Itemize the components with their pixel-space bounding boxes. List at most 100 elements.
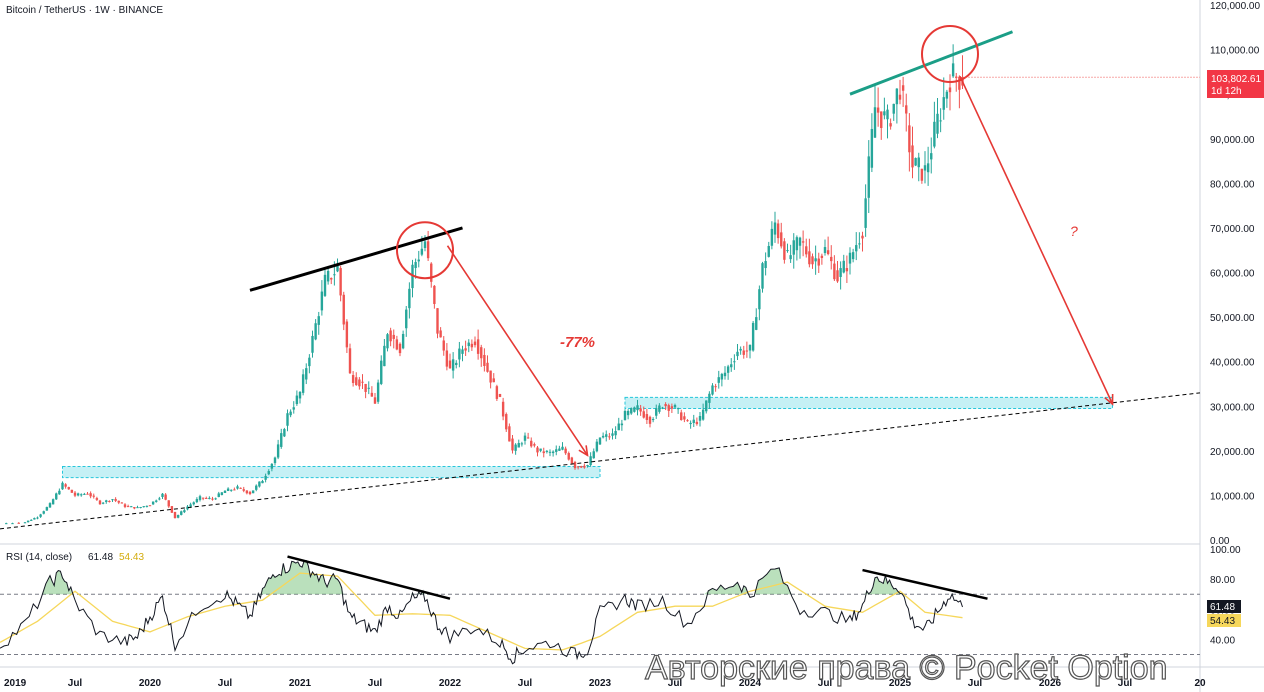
candle-body (64, 484, 67, 487)
candle-body (555, 449, 558, 452)
candle-body (180, 511, 183, 515)
candle-body (314, 323, 317, 340)
candle-body (923, 165, 927, 171)
candle-body (192, 502, 195, 505)
candle-body (414, 262, 417, 269)
candle-body (386, 334, 389, 349)
candle-body (17, 522, 20, 524)
candle-body (517, 443, 520, 448)
candle-body (139, 507, 142, 509)
rsi-line (0, 559, 963, 665)
rsi-header-ma-value: 54.43 (119, 552, 144, 563)
candle-body (198, 496, 202, 500)
price-badge-price: 103,802.61 (1211, 74, 1261, 85)
candle-body (558, 448, 561, 451)
candle-body (705, 400, 708, 412)
candle-body (395, 339, 399, 350)
candle-body (751, 322, 755, 351)
candle-body (239, 487, 242, 489)
candle-body (70, 489, 74, 493)
candle-body (311, 335, 314, 353)
candle-body (439, 330, 442, 338)
candle-body (589, 456, 592, 466)
candle-body (611, 433, 614, 436)
candle-body (61, 482, 64, 490)
candle-body (470, 343, 474, 348)
candle-body (905, 105, 908, 114)
candle-body (355, 377, 358, 386)
candle-body (45, 507, 49, 511)
candle-body (776, 223, 780, 239)
candle-body (358, 379, 361, 387)
candle-body (676, 408, 680, 410)
candle-body (223, 490, 227, 493)
candle-body (451, 359, 455, 371)
candle-body (320, 291, 324, 311)
candle-body (26, 520, 30, 523)
drop-percent-label: -77% (560, 334, 595, 351)
candle-body (867, 156, 870, 198)
candle-body (345, 321, 349, 348)
candle-body (211, 498, 214, 500)
candle-body (642, 411, 645, 418)
candle-body (683, 416, 686, 420)
price-tick-label: 30,000.00 (1210, 402, 1255, 413)
candle-body (686, 420, 689, 422)
candle-body (101, 502, 105, 504)
candle-body (42, 511, 45, 514)
candle-body (842, 260, 845, 273)
candle-body (51, 499, 55, 505)
candle-body (80, 494, 83, 496)
candle-body (786, 250, 789, 252)
candle-body (958, 76, 961, 90)
candle-body (870, 128, 874, 168)
price-tick-label: 70,000.00 (1210, 224, 1255, 235)
candle-body (426, 241, 430, 259)
candle-body (467, 342, 470, 347)
candle-body (433, 285, 436, 304)
candle-body (505, 414, 508, 430)
candle-body (942, 97, 945, 110)
price-badge: 103,802.61 1d 12h (1207, 70, 1264, 98)
candle-body (864, 198, 867, 228)
candle-body (920, 168, 924, 181)
rsi-ma-line (0, 572, 963, 651)
candle-body (98, 500, 102, 505)
candle-body (342, 294, 345, 325)
candle-body (201, 497, 205, 499)
candle-body (601, 435, 605, 438)
candle-body (330, 278, 333, 280)
candle-body (798, 237, 802, 246)
candle-body (561, 446, 564, 450)
candle-body (805, 246, 808, 255)
time-tick-label: Jul (68, 678, 83, 689)
candle-body (730, 364, 733, 368)
candle-body (673, 405, 677, 408)
candle-body (639, 408, 642, 412)
rsi-tick-label: 40.00 (1210, 635, 1235, 646)
time-tick-label: Jul (218, 678, 233, 689)
candle-body (73, 492, 77, 496)
long-term-support (0, 392, 1201, 530)
candle-body (839, 268, 842, 277)
candle-body (773, 222, 777, 235)
candle-body (205, 497, 208, 499)
candle-body (514, 444, 517, 451)
candle-body (111, 499, 114, 501)
candle-body (830, 256, 833, 262)
candle-body (908, 125, 911, 153)
candle-body (633, 407, 636, 412)
rsi-header-value: 61.48 (88, 552, 113, 563)
candle-body (945, 91, 949, 99)
rsi-tick-label: 80.00 (1210, 575, 1235, 586)
candle-body (748, 344, 752, 351)
candle-body (486, 362, 489, 372)
candle-body (301, 374, 305, 393)
time-tick-label: Jul (818, 678, 833, 689)
candle-body (92, 495, 95, 497)
candle-body (289, 411, 292, 416)
candle-body (617, 423, 620, 431)
candle-body (655, 408, 658, 416)
